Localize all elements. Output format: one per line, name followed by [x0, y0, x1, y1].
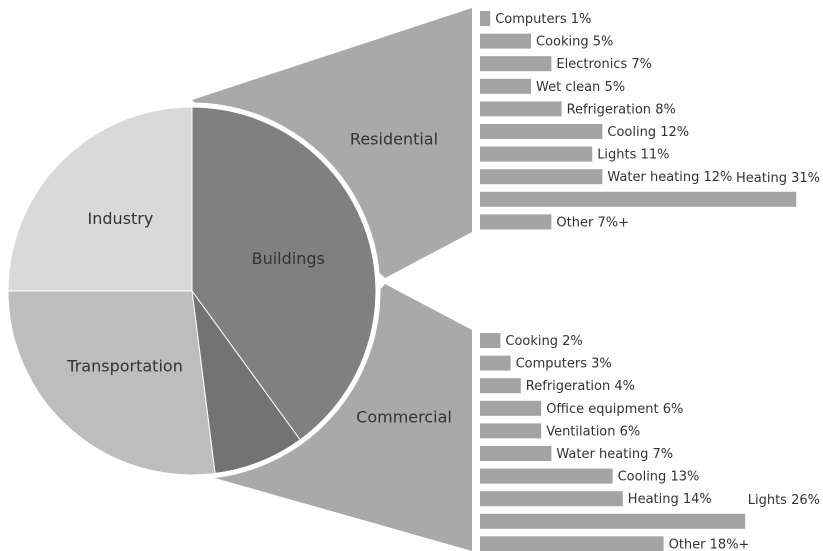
bar [480, 446, 552, 461]
category-label: Refrigeration [526, 379, 610, 394]
bar-label: Electronics 7% [556, 57, 652, 72]
value-label: 12% [660, 125, 689, 140]
value-label: 5% [604, 79, 625, 94]
value-label: 13% [670, 469, 699, 484]
bar [480, 33, 531, 49]
bar [480, 191, 797, 207]
value-label: 26% [791, 492, 820, 507]
pie-rim [191, 102, 381, 479]
bar [480, 56, 552, 72]
bar-label: Cooking 2% [505, 334, 582, 349]
bar-label: Heating 31% [736, 170, 820, 185]
category-label: Cooking [505, 334, 558, 349]
slice-label: Industry [88, 209, 154, 228]
bar-label: Water heating 12% [607, 170, 732, 185]
slice-label: Buildings [252, 249, 325, 268]
category-label: Electronics [556, 57, 627, 72]
bar [480, 169, 603, 185]
group-label: Residential [350, 130, 438, 149]
category-label: Cooling [607, 125, 656, 140]
category-label: Computers [495, 12, 567, 27]
bar [480, 468, 613, 484]
category-label: Water heating [556, 447, 648, 462]
value-label: 14% [683, 492, 712, 507]
category-label: Cooking [536, 34, 589, 49]
bar-label: Office equipment 6% [546, 401, 683, 416]
category-label: Heating [736, 170, 787, 185]
value-label: 7%+ [597, 215, 629, 230]
value-label: 6% [620, 424, 641, 439]
commercial-connector [215, 284, 472, 551]
category-label: Other [556, 215, 594, 230]
bar [480, 214, 552, 230]
bar [480, 101, 562, 117]
bar-label: Wet clean 5% [536, 79, 625, 94]
bar [480, 124, 603, 139]
value-label: 6% [663, 401, 684, 416]
bar-label: Cooling 12% [607, 125, 689, 140]
value-label: 12% [704, 170, 733, 185]
bar [480, 400, 542, 416]
value-label: 4% [614, 379, 635, 394]
bar [480, 333, 501, 348]
value-label: 5% [593, 34, 614, 49]
category-label: Lights [748, 492, 787, 507]
bar [480, 536, 664, 551]
value-label: 1% [571, 12, 592, 27]
pie-slice [7, 106, 193, 292]
bar [480, 78, 531, 94]
bar [480, 146, 593, 162]
bar [480, 355, 511, 371]
value-label: 3% [591, 356, 612, 371]
value-label: 7% [631, 57, 652, 72]
bar-label: Refrigeration 4% [526, 379, 635, 394]
bar-label: Water heating 7% [556, 447, 673, 462]
category-label: Cooling [618, 469, 667, 484]
value-label: 11% [641, 147, 670, 162]
bar-label: Computers 1% [495, 12, 591, 27]
bar-label: Cooking 5% [536, 34, 613, 49]
category-label: Ventilation [546, 424, 615, 439]
category-label: Heating [628, 492, 679, 507]
category-label: Wet clean [536, 79, 600, 94]
value-label: 2% [562, 334, 583, 349]
bar-label: Refrigeration 8% [567, 102, 676, 117]
pie-slice [7, 290, 216, 476]
bar [480, 491, 623, 507]
category-label: Office equipment [546, 401, 658, 416]
category-label: Computers [516, 356, 588, 371]
bar-label: Computers 3% [516, 356, 612, 371]
category-label: Water heating [607, 170, 699, 185]
residential-connector [192, 8, 472, 278]
value-label: 8% [655, 102, 676, 117]
bar-label: Lights 11% [597, 147, 669, 162]
bar [480, 11, 491, 26]
bar [480, 513, 746, 529]
group-label: Commercial [356, 408, 452, 427]
bar-label: Ventilation 6% [546, 424, 640, 439]
value-label: 18%+ [710, 537, 750, 551]
bar-label: Lights 26% [748, 492, 820, 507]
bar [480, 378, 521, 394]
value-label: 7% [653, 447, 674, 462]
value-label: 31% [791, 170, 820, 185]
bar [480, 423, 542, 439]
category-label: Refrigeration [567, 102, 651, 117]
slice-label: Transportation [66, 356, 183, 375]
bar-label: Other 18%+ [669, 537, 750, 551]
bar-label: Other 7%+ [556, 215, 629, 230]
category-label: Other [669, 537, 707, 551]
category-label: Lights [597, 147, 636, 162]
bar-label: Heating 14% [628, 492, 712, 507]
bar-label: Cooling 13% [618, 469, 700, 484]
